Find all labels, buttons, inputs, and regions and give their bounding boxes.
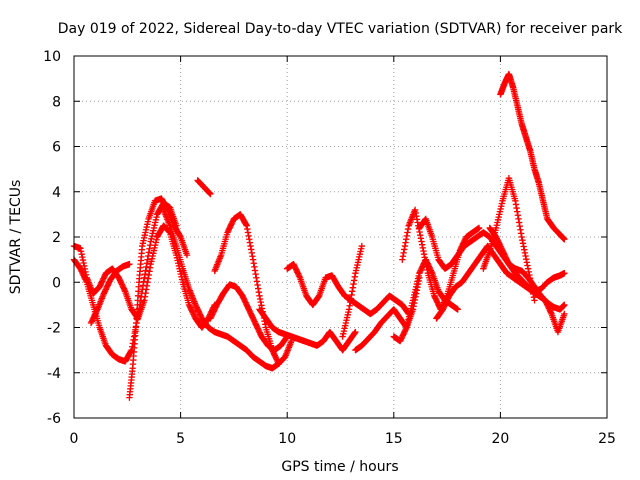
data-point-marker (454, 306, 461, 313)
series-trace-6 (194, 177, 214, 198)
data-point-marker (561, 270, 568, 277)
chart-title: Day 019 of 2022, Sidereal Day-to-day VTE… (58, 21, 623, 37)
y-axis-title: SDTVAR / TECUs (8, 180, 24, 295)
data-point-marker (561, 310, 568, 318)
series-trace-18 (486, 224, 568, 295)
x-tick-label: 5 (176, 431, 185, 447)
y-tick-label: -2 (47, 321, 61, 337)
y-tick-labels: -6 -4 -2 0 2 4 6 8 10 (43, 49, 61, 427)
x-tick-label: 20 (491, 431, 509, 447)
series-trace-4 (126, 195, 191, 401)
data-point-marker (207, 190, 214, 198)
x-tick-labels: 0 5 10 15 20 25 (70, 431, 616, 447)
data-point-marker (475, 224, 483, 232)
x-tick-label: 0 (70, 431, 79, 447)
data-points (70, 70, 568, 401)
series-trace-11 (339, 242, 366, 340)
y-tick-label: 0 (52, 275, 61, 291)
y-tick-label: 2 (52, 230, 61, 246)
series-trace-10 (256, 306, 359, 354)
data-point-marker (358, 242, 366, 250)
y-tick-label: 6 (52, 140, 61, 156)
series-trace-19 (497, 70, 568, 243)
y-tick-label: 10 (43, 49, 61, 65)
series-trace-5 (160, 206, 282, 372)
series-trace-3 (87, 260, 133, 327)
data-point-marker (561, 301, 568, 309)
y-tick-label: -6 (47, 411, 61, 427)
data-point-marker (531, 297, 538, 304)
x-axis-title: GPS time / hours (281, 459, 398, 475)
series-trace-2 (70, 199, 180, 365)
x-tick-label: 25 (598, 431, 616, 447)
axis-ticks (73, 55, 608, 419)
data-point-marker (126, 260, 133, 268)
y-tick-label: -4 (47, 366, 61, 382)
data-point-marker (352, 328, 359, 336)
data-point-marker (561, 236, 568, 243)
y-tick-label: 4 (52, 185, 61, 201)
x-tick-label: 15 (385, 431, 403, 447)
data-point-marker (183, 251, 191, 259)
series-trace-8 (207, 281, 291, 354)
x-tick-label: 10 (278, 431, 296, 447)
y-tick-label: 8 (52, 94, 61, 110)
